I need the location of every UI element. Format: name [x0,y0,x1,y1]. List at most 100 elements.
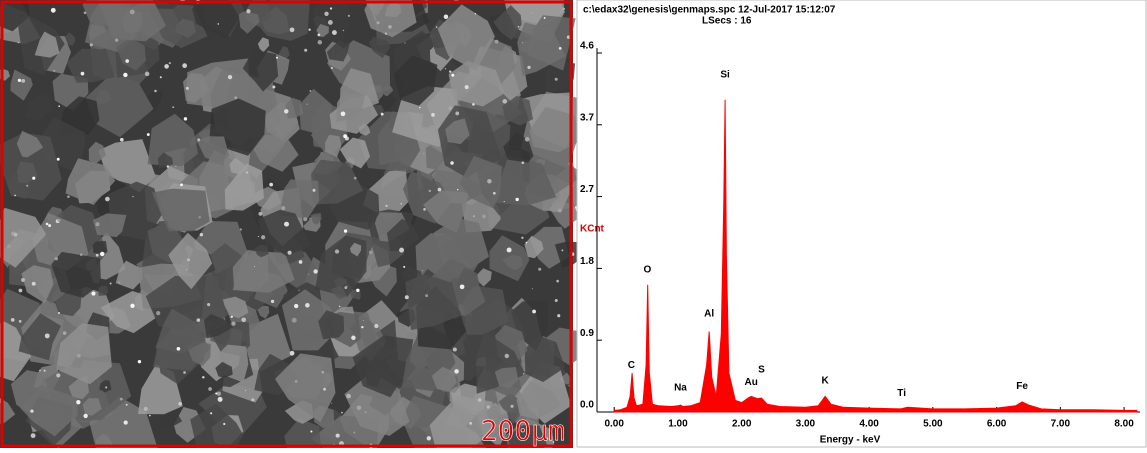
speck [376,21,380,25]
x-tick-label: 2.00 [732,419,752,430]
speck [524,136,530,142]
x-tick-label: 5.00 [923,419,943,430]
speck [502,99,508,104]
speck [449,70,452,73]
speck [149,414,151,417]
speck [506,247,512,253]
peak-label: O [643,265,651,276]
speck [515,197,519,202]
speck [426,436,432,441]
speck [125,403,128,406]
speck [538,267,542,271]
speck [95,222,100,227]
speck [257,235,260,238]
grain [254,244,269,258]
speck [17,42,19,44]
grain [224,163,264,211]
speck [464,85,469,90]
peak-label: Na [674,382,687,393]
speck [522,42,524,44]
grain [524,235,544,259]
speck [284,109,289,114]
speck [306,103,308,105]
speck [57,311,61,315]
speck [303,217,308,222]
speck [522,372,525,375]
speck [422,270,424,272]
grain [477,402,511,448]
speck [80,71,85,76]
grain [325,134,342,158]
speck [472,103,475,106]
speck [451,73,455,77]
speck [130,303,135,308]
speck [9,256,11,258]
grain [92,241,108,254]
speck [198,216,201,219]
speck [14,194,16,197]
speck [215,392,218,395]
grain [311,213,322,225]
speck [344,286,348,289]
grain [18,313,62,361]
speck [176,346,181,351]
grain [0,321,32,382]
grain [238,11,260,34]
speck [557,208,562,213]
peak-label: Ti [897,388,906,399]
speck [561,249,564,252]
speck [554,77,558,81]
speck [107,306,109,308]
grain [318,310,345,340]
grain [174,18,197,38]
grain [437,4,495,71]
speck [557,314,561,318]
grain [88,141,106,164]
grain [20,384,78,437]
grain [257,305,270,319]
grain [155,308,207,354]
speck [48,224,52,228]
speck [487,179,492,184]
speck [481,214,486,219]
speck [251,398,255,402]
speck [308,28,311,31]
peak-label: C [628,360,635,371]
grain [115,260,143,290]
speck [180,183,183,187]
grain [253,134,299,172]
peak-label: S [758,364,765,375]
speck [362,319,365,322]
grain [448,61,505,107]
speck [239,228,243,231]
speck [187,258,191,262]
speck [554,299,558,303]
chart-title: c:\edax32\genesis\genmaps.spc 12-Jul-201… [583,5,836,16]
speck [340,111,346,117]
speck [313,269,318,274]
speck [385,204,388,208]
speck [304,48,308,52]
speck [404,42,406,44]
speck [79,253,83,256]
speck [342,29,345,32]
speck [353,176,357,180]
chart-panel [576,0,1147,448]
speck [423,152,425,155]
speck [137,359,142,364]
grain [66,48,115,83]
x-tick-label: 0.00 [604,419,624,430]
speck [289,27,295,33]
grain [204,314,233,339]
speck [459,284,465,290]
speck [196,318,201,322]
grain [221,296,249,319]
speck [531,288,533,290]
speck [120,137,124,142]
speck [457,188,459,191]
speck [227,75,233,80]
speck [400,202,403,205]
speck [448,106,453,110]
grain [524,335,566,382]
speck [323,387,326,391]
